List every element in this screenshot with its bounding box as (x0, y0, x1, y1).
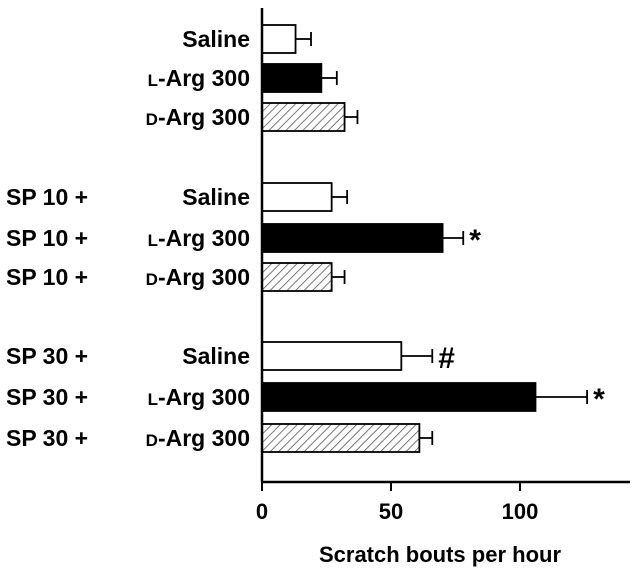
treatment-label: D-Arg 300 (146, 264, 250, 290)
bar (261, 423, 421, 453)
pretreatment-label: SP 30 + (6, 343, 88, 369)
treatment-label: L-Arg 300 (148, 225, 250, 251)
bars-layer: * # * (261, 24, 605, 453)
treatment-label: D-Arg 300 (146, 104, 250, 130)
significance-marker: * (469, 224, 481, 257)
bar (261, 102, 346, 132)
treatment-label: Saline (182, 343, 250, 369)
x-tick-label: 100 (502, 499, 539, 524)
x-axis-ticks: 0 50 100 (256, 482, 538, 524)
significance-marker: # (438, 342, 455, 375)
bar (261, 262, 333, 292)
bar (261, 182, 333, 212)
bar (261, 24, 297, 54)
treatment-label: L-Arg 300 (148, 65, 250, 91)
significance-marker: * (593, 383, 605, 416)
x-tick-label: 0 (256, 499, 268, 524)
category-labels: Saline L-Arg 300 D-Arg 300 Saline SP 10 + L-A… (6, 26, 250, 451)
x-axis-label: Scratch bouts per hour (319, 542, 561, 567)
bar (261, 341, 403, 371)
bar (261, 382, 537, 412)
bar (261, 63, 323, 93)
pretreatment-label: SP 10 + (6, 225, 88, 251)
pretreatment-label: SP 10 + (6, 184, 88, 210)
treatment-label: Saline (182, 184, 250, 210)
pretreatment-label: SP 30 + (6, 384, 88, 410)
treatment-label: Saline (182, 26, 250, 52)
pretreatment-label: SP 10 + (6, 264, 88, 290)
treatment-label: L-Arg 300 (148, 384, 250, 410)
bar (261, 223, 444, 253)
x-tick-label: 50 (379, 499, 403, 524)
pretreatment-label: SP 30 + (6, 425, 88, 451)
treatment-label: D-Arg 300 (146, 425, 250, 451)
